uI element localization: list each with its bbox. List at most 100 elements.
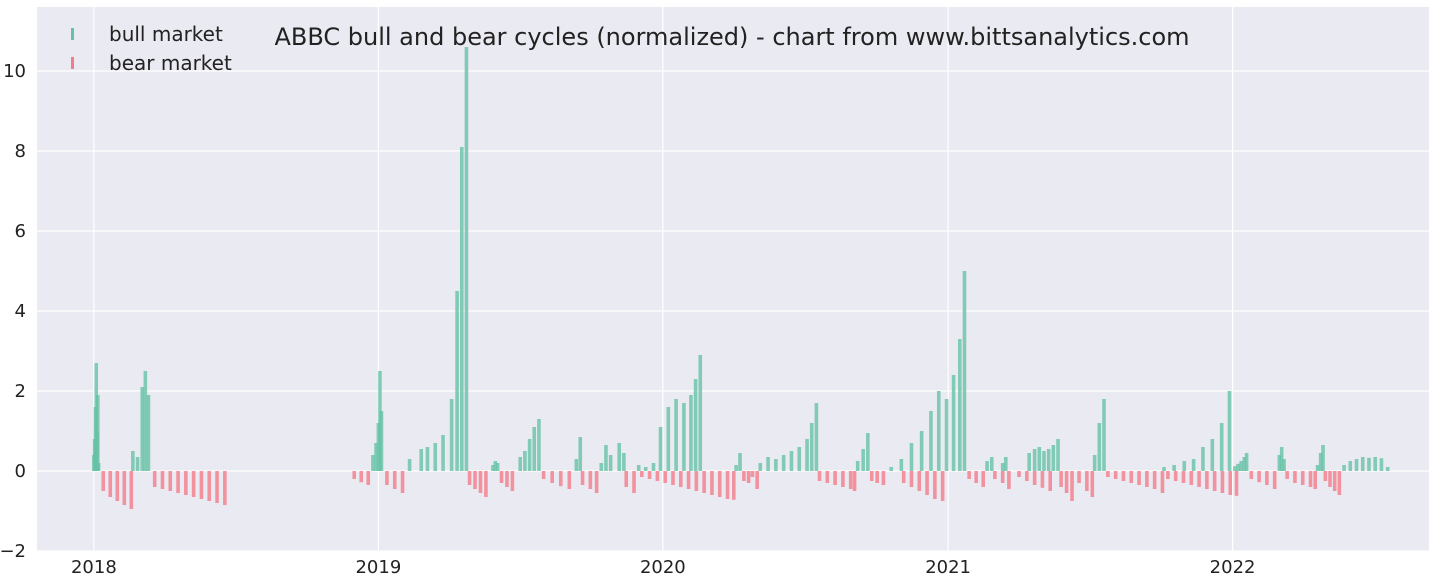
- bull-bar: [608, 455, 613, 471]
- bear-bar: [352, 471, 357, 479]
- bear-bar: [686, 471, 691, 489]
- bear-bar: [473, 471, 477, 489]
- bear-bar: [1077, 471, 1081, 483]
- bull-bar: [518, 457, 523, 471]
- bull-bar: [766, 457, 770, 471]
- bear-bar: [191, 471, 196, 497]
- bull-bar: [1315, 465, 1320, 471]
- bear-bar: [710, 471, 714, 495]
- bear-bar: [694, 471, 699, 491]
- bear-bar: [1220, 471, 1225, 493]
- bull-bar: [689, 395, 693, 471]
- legend-label-bull: bull market: [109, 22, 223, 46]
- bear-bar: [1152, 471, 1157, 489]
- bull-bar: [578, 437, 583, 471]
- bear-bar: [940, 471, 945, 501]
- bull-bar: [889, 467, 894, 471]
- bear-bar: [869, 471, 874, 481]
- bear-bar: [129, 471, 134, 509]
- bull-bar: [1000, 463, 1005, 471]
- bear-bar: [580, 471, 585, 485]
- x-tick-label: 2020: [640, 557, 686, 578]
- bear-bar: [176, 471, 180, 493]
- bull-bar: [617, 443, 622, 471]
- bear-bar: [1137, 471, 1141, 485]
- bull-bar: [781, 455, 786, 471]
- bear-bar: [702, 471, 706, 493]
- bear-bar: [1212, 471, 1217, 491]
- bear-bar: [881, 471, 886, 485]
- bull-bar: [1385, 467, 1390, 471]
- bull-bar: [1004, 457, 1008, 471]
- bull-bar: [1027, 453, 1031, 471]
- bull-bar: [929, 411, 933, 471]
- bull-bar: [449, 399, 454, 471]
- bear-bar: [1228, 471, 1233, 495]
- bear-bar: [1048, 471, 1053, 491]
- bear-bar: [640, 471, 644, 477]
- bull-bar: [495, 463, 500, 471]
- bear-bar: [115, 471, 120, 501]
- bear-bar: [366, 471, 371, 485]
- bear-bar: [1025, 471, 1029, 481]
- bull-bar: [374, 443, 378, 471]
- bull-bar: [599, 463, 604, 471]
- bear-bar: [875, 471, 879, 483]
- bear-bar: [1189, 471, 1194, 485]
- y-tick-label: 8: [15, 141, 26, 162]
- bull-bar: [1201, 447, 1205, 471]
- bear-bar: [567, 471, 572, 489]
- bear-bar: [392, 471, 397, 489]
- bear-bar: [510, 471, 515, 491]
- bull-bar: [1172, 465, 1176, 471]
- bull-bar: [1182, 461, 1187, 471]
- bull-bar: [1244, 453, 1249, 471]
- bull-bar: [814, 403, 819, 471]
- bear-bar: [1166, 471, 1170, 479]
- bear-bar: [168, 471, 173, 491]
- bull-bar: [1354, 459, 1359, 471]
- bear-bar: [550, 471, 554, 483]
- bull-bar: [899, 459, 904, 471]
- bear-bar: [671, 471, 675, 485]
- bull-bar: [1318, 453, 1323, 471]
- bear-bar: [484, 471, 488, 497]
- bear-bar: [1332, 471, 1337, 491]
- bull-bar: [371, 455, 375, 471]
- bull-bar: [738, 453, 742, 471]
- bear-bar: [817, 471, 822, 481]
- legend-swatch-bull: [71, 28, 74, 40]
- bull-bar: [651, 463, 656, 471]
- bear-bar: [1017, 471, 1021, 477]
- bear-bar: [917, 471, 922, 491]
- bear-bar: [1257, 471, 1261, 483]
- bull-bar: [936, 391, 941, 471]
- bear-bar: [852, 471, 857, 491]
- bear-bar: [974, 471, 978, 483]
- bear-bar: [750, 471, 755, 477]
- bull-bar: [734, 465, 738, 471]
- bull-bar: [455, 291, 459, 471]
- bear-bar: [647, 471, 652, 479]
- bull-bar: [758, 463, 763, 471]
- bear-bar: [981, 471, 985, 487]
- bear-bar: [755, 471, 759, 489]
- x-tick-label: 2022: [1210, 557, 1256, 578]
- bull-bar: [674, 399, 678, 471]
- bull-bar: [419, 449, 424, 471]
- bear-bar: [207, 471, 212, 501]
- bear-bar: [1313, 471, 1318, 489]
- bear-bar: [1070, 471, 1074, 501]
- bull-bar: [622, 453, 626, 471]
- bull-bar: [1162, 467, 1166, 471]
- bull-bar: [805, 439, 809, 471]
- bear-bar: [1032, 471, 1037, 485]
- bull-bar: [523, 451, 527, 471]
- y-tick-label: −2: [0, 541, 26, 562]
- bull-bar: [1242, 457, 1247, 471]
- bear-bar: [359, 471, 364, 483]
- x-tick-label: 2018: [71, 557, 117, 578]
- bear-bar: [901, 471, 906, 483]
- bear-bar: [160, 471, 165, 489]
